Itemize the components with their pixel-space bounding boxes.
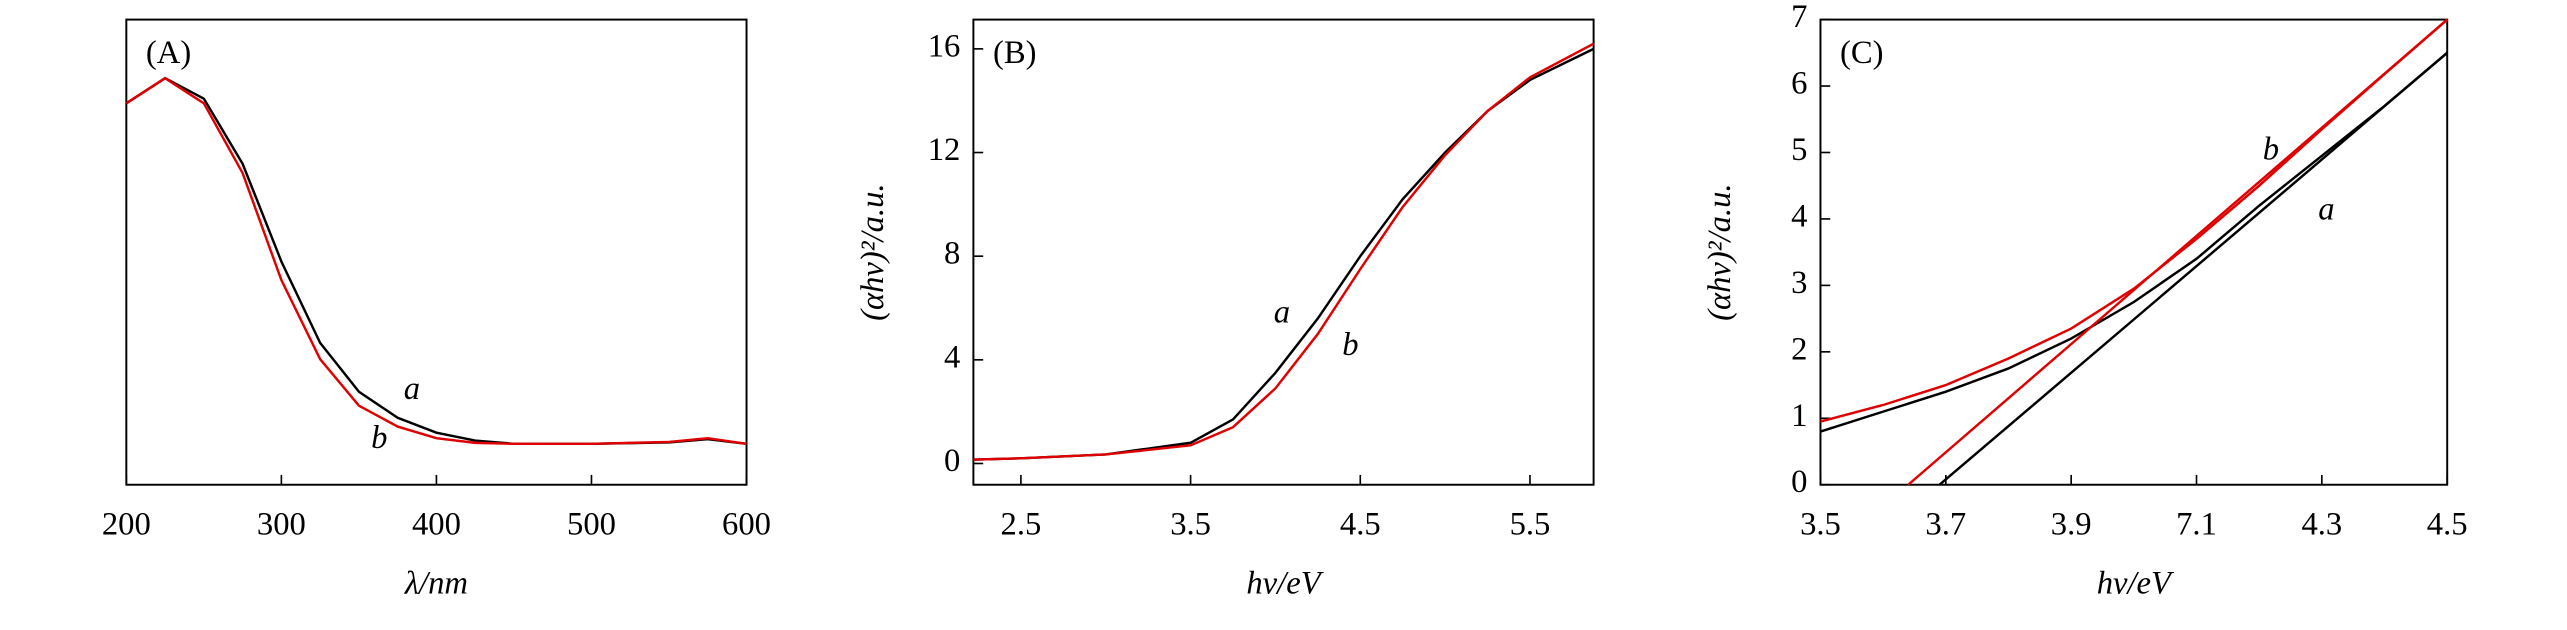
x-tick-label: 3.5 <box>1800 507 1841 543</box>
x-tick-label: 400 <box>412 507 461 543</box>
y-axis-label: (αhv)²/a.u. <box>1702 183 1738 320</box>
y-tick-label: 1 <box>1791 398 1807 434</box>
x-tick-label: 4.5 <box>2427 507 2468 543</box>
data-line <box>1907 18 2449 486</box>
x-tick-label: 600 <box>722 507 771 543</box>
series-annotation: a <box>2318 192 2334 228</box>
data-line <box>973 47 1595 461</box>
x-tick-label: 3.5 <box>1170 507 1211 543</box>
y-axis-label: (αhv)²/a.u. <box>855 183 891 320</box>
panel-label: (A) <box>146 35 191 71</box>
y-tick-label: 4 <box>1791 198 1807 234</box>
y-tick-label: 8 <box>944 236 960 272</box>
plot-frame <box>1819 18 2449 486</box>
x-tick-label: 7.1 <box>2176 507 2217 543</box>
y-tick-label: 3 <box>1791 265 1807 301</box>
y-tick-label: 0 <box>944 443 960 479</box>
y-tick-label: 16 <box>928 28 961 64</box>
data-line <box>1820 51 2448 433</box>
data-line <box>125 76 747 446</box>
plot-frame <box>972 18 1595 486</box>
series-annotation: a <box>1274 294 1290 330</box>
y-tick-label: 12 <box>928 132 961 168</box>
x-tick-label: 300 <box>257 507 306 543</box>
x-tick-label: 3.7 <box>1925 507 1966 543</box>
x-axis-label: hv/eV <box>1246 565 1324 601</box>
plot-frame <box>125 18 748 486</box>
x-tick-label: 4.3 <box>2301 507 2342 543</box>
series-annotation: b <box>1342 327 1358 363</box>
x-axis-label: λ/nm <box>404 565 468 601</box>
x-tick-label: 2.5 <box>1001 507 1042 543</box>
x-axis-label: hv/eV <box>2097 565 2175 601</box>
series-annotation: b <box>2263 131 2279 167</box>
data-line <box>1938 51 2448 486</box>
x-tick-label: 4.5 <box>1340 507 1381 543</box>
series-annotation: b <box>371 420 387 456</box>
y-tick-label: 2 <box>1791 331 1807 367</box>
y-tick-label: 4 <box>944 339 960 375</box>
x-tick-label: 3.9 <box>2051 507 2092 543</box>
y-tick-label: 5 <box>1791 132 1807 168</box>
series-annotation: a <box>404 371 420 407</box>
x-tick-label: 200 <box>102 507 151 543</box>
y-tick-label: 7 <box>1791 0 1807 35</box>
data-line <box>973 42 1595 461</box>
y-tick-label: 6 <box>1791 66 1807 102</box>
panel-label: (B) <box>993 35 1037 71</box>
data-line <box>1820 18 2449 423</box>
y-tick-label: 0 <box>1791 464 1807 500</box>
x-tick-label: 500 <box>567 507 616 543</box>
x-tick-label: 5.5 <box>1510 507 1551 543</box>
panel-label: (C) <box>1840 35 1883 71</box>
